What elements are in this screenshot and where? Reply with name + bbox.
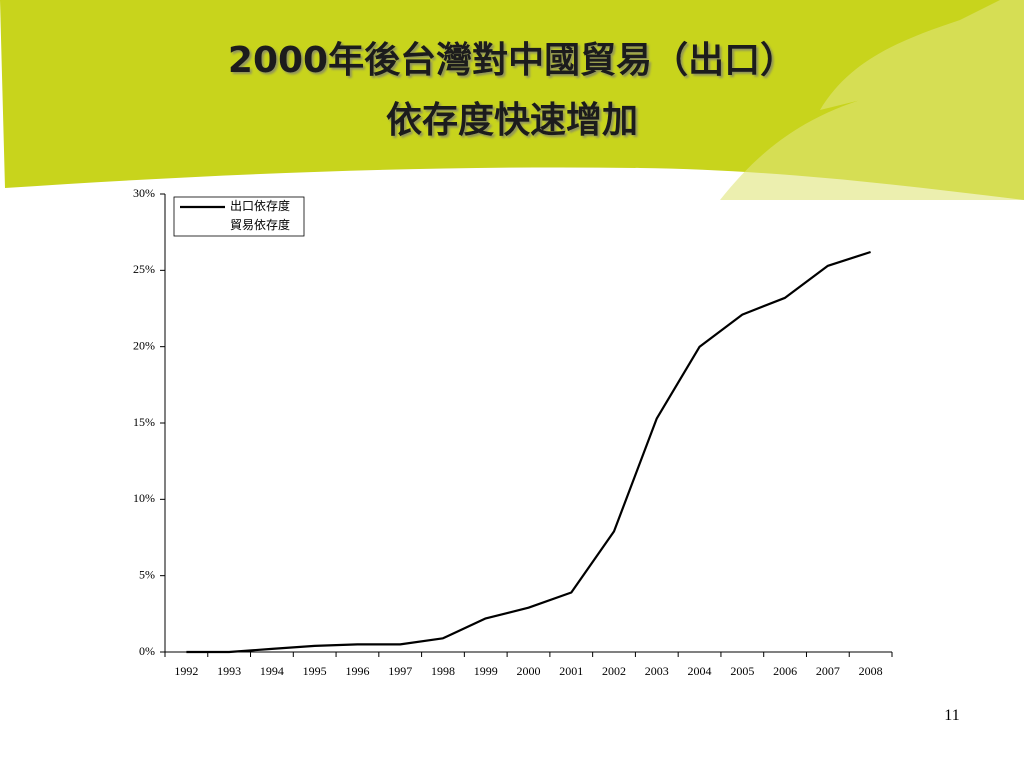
x-tick-label: 1997 (388, 664, 412, 678)
x-tick-label: 1992 (174, 664, 198, 678)
legend-label: 貿易依存度 (230, 217, 290, 232)
y-tick-label: 10% (133, 491, 155, 505)
x-tick-label: 2003 (645, 664, 669, 678)
header-tree (720, 0, 1024, 200)
x-tick-label: 2007 (816, 664, 840, 678)
x-tick-label: 2002 (602, 664, 626, 678)
y-tick-label: 0% (139, 644, 155, 658)
x-tick-label: 1994 (260, 664, 284, 678)
x-tick-label: 1999 (474, 664, 498, 678)
series-line (186, 250, 871, 654)
x-tick-label: 2008 (859, 664, 883, 678)
x-tick-label: 1998 (431, 664, 455, 678)
y-tick-label: 5% (139, 567, 155, 581)
x-tick-label: 1996 (345, 664, 369, 678)
x-tick-label: 2000 (517, 664, 541, 678)
x-tick-label: 2001 (559, 664, 583, 678)
y-tick-label: 15% (133, 415, 155, 429)
title-line: 依存度快速增加 (386, 100, 638, 141)
x-tick-label: 2005 (730, 664, 754, 678)
legend-label: 出口依存度 (230, 198, 290, 213)
y-tick-label: 25% (133, 262, 155, 276)
y-tick-label: 30% (133, 186, 155, 200)
page-number: 11 (944, 707, 959, 724)
x-tick-label: 1993 (217, 664, 241, 678)
legend-box (173, 196, 305, 237)
plot: 0% 5% 10% 15% 20% 25% 30% 1992 1993 1994 1995 1996 1… (133, 186, 893, 678)
x-tick-label: 2006 (773, 664, 797, 678)
title-line: 2000年後台灣對中國貿易（出口） (228, 40, 796, 81)
y-tick-label: 20% (133, 338, 155, 352)
x-tick-label: 2004 (688, 664, 712, 678)
x-tick-label: 1995 (303, 664, 327, 678)
header-band (0, 0, 1024, 200)
